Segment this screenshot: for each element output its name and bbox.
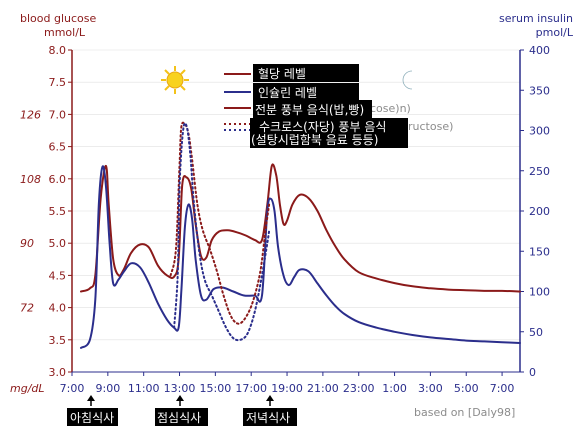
arrow-up-icon <box>87 395 95 401</box>
legend-label-bg <box>253 100 372 118</box>
arrow-up-icon <box>266 395 274 401</box>
left-tick-label: 8.0 <box>49 44 67 57</box>
series-group <box>80 121 521 349</box>
left-tick-label: 3.0 <box>49 366 67 379</box>
left-tick-label: 7.5 <box>49 76 67 89</box>
meal-label-bg <box>243 408 297 426</box>
moon-icon <box>402 70 413 90</box>
legend-label-starch: 전분 풍부 음식(밥,빵) <box>255 103 364 117</box>
right-tick-label: 0 <box>529 366 536 379</box>
left-tick-label: 5.5 <box>49 205 67 218</box>
x-tick-label: 19:00 <box>271 382 303 395</box>
meal-label-bg <box>155 408 208 426</box>
x-tick-label: 13:00 <box>164 382 196 395</box>
meal-label-lunch: 점심식사 <box>157 411 201 425</box>
x-tick-label: 5:00 <box>454 382 479 395</box>
legend-label-glucose: 혈당 레벨 <box>258 67 306 81</box>
legend-label-sucrose-line2: (설탕시럽함북 음료 등등) <box>251 133 378 147</box>
legend: 혈당 레벨 인슐린 레벨 cose)n) 전분 풍부 음식(밥,빵) ructo… <box>224 64 453 148</box>
series-line-0 <box>80 163 521 293</box>
right-tick-label: 200 <box>529 205 550 218</box>
meal-label-breakfast: 아침식사 <box>70 411 114 425</box>
arrow-up-icon <box>176 395 184 401</box>
meal-markers: 아침식사 점심식사 저녁식사 <box>67 395 297 426</box>
mgdl-tick-label: 126 <box>20 108 41 121</box>
right-tick-label: 300 <box>529 125 550 138</box>
left-tick-label: 5.0 <box>49 237 67 250</box>
left-tick-label: 6.5 <box>49 141 67 154</box>
left-axis-title-line2: mmol/L <box>44 26 86 39</box>
left-tick-label: 7.0 <box>49 108 67 121</box>
x-ticks: 7:00 9:00 11:00 13:00 15:00 17:00 19:00 21:00 23… <box>60 372 515 395</box>
left-tick-label: 4.0 <box>49 302 67 315</box>
x-tick-label: 7:00 <box>60 382 85 395</box>
meal-label-dinner: 저녁식사 <box>246 411 290 425</box>
sun-icon <box>161 66 189 94</box>
right-axis-title-line1: serum insulin <box>499 12 573 25</box>
legend-label-bg <box>253 64 359 82</box>
grid <box>72 49 520 341</box>
series-line-1 <box>80 165 521 349</box>
x-tick-label: 23:00 <box>343 382 375 395</box>
legend-overlap-starch: cose)n) <box>370 102 411 115</box>
right-tick-label: 400 <box>529 44 550 57</box>
series-line-2 <box>169 121 271 325</box>
left-tick-label: 6.0 <box>49 173 67 186</box>
legend-label-bg <box>253 83 359 101</box>
right-tick-label: 250 <box>529 165 550 178</box>
right-tick-label: 50 <box>529 326 543 339</box>
meal-label-bg <box>67 408 118 426</box>
x-tick-label: 11:00 <box>128 382 160 395</box>
right-ticks: 0 50 100 150 200 250 300 350 400 <box>520 44 550 379</box>
left-ticks: 3.0 3.5 4.0 4.5 5.0 5.5 6.0 6.5 7.0 7.5 8.0 <box>49 44 72 379</box>
mgdl-ticks: 72 90 108 126 <box>20 108 41 314</box>
x-tick-label: 3:00 <box>418 382 443 395</box>
source-note: based on [Daly98] <box>414 406 515 419</box>
legend-label-bg <box>250 118 408 148</box>
legend-label-sucrose-line1: 수크로스(자당) 풍부 음식 <box>259 120 386 134</box>
left-tick-label: 3.5 <box>49 334 67 347</box>
legend-overlap-sucrose: ructose) <box>408 120 453 133</box>
right-axis-title-line2: pmol/L <box>536 26 574 39</box>
left-axis-title-line1: blood glucose <box>20 12 96 25</box>
right-tick-label: 100 <box>529 286 550 299</box>
x-tick-label: 7:00 <box>490 382 515 395</box>
series-line-3 <box>173 122 271 342</box>
legend-label-insulin: 인슐린 레벨 <box>258 86 317 100</box>
mgdl-tick-label: 90 <box>20 237 34 250</box>
mgdl-tick-label: 72 <box>20 302 34 315</box>
x-tick-label: 1:00 <box>382 382 407 395</box>
x-tick-label: 9:00 <box>95 382 120 395</box>
x-tick-label: 17:00 <box>235 382 267 395</box>
x-tick-label: 15:00 <box>200 382 232 395</box>
right-tick-label: 150 <box>529 245 550 258</box>
mgdl-axis-title: mg/dL <box>10 382 45 395</box>
mgdl-tick-label: 108 <box>20 173 41 186</box>
right-tick-label: 350 <box>529 84 550 97</box>
left-tick-label: 4.5 <box>49 269 67 282</box>
x-tick-label: 21:00 <box>307 382 339 395</box>
